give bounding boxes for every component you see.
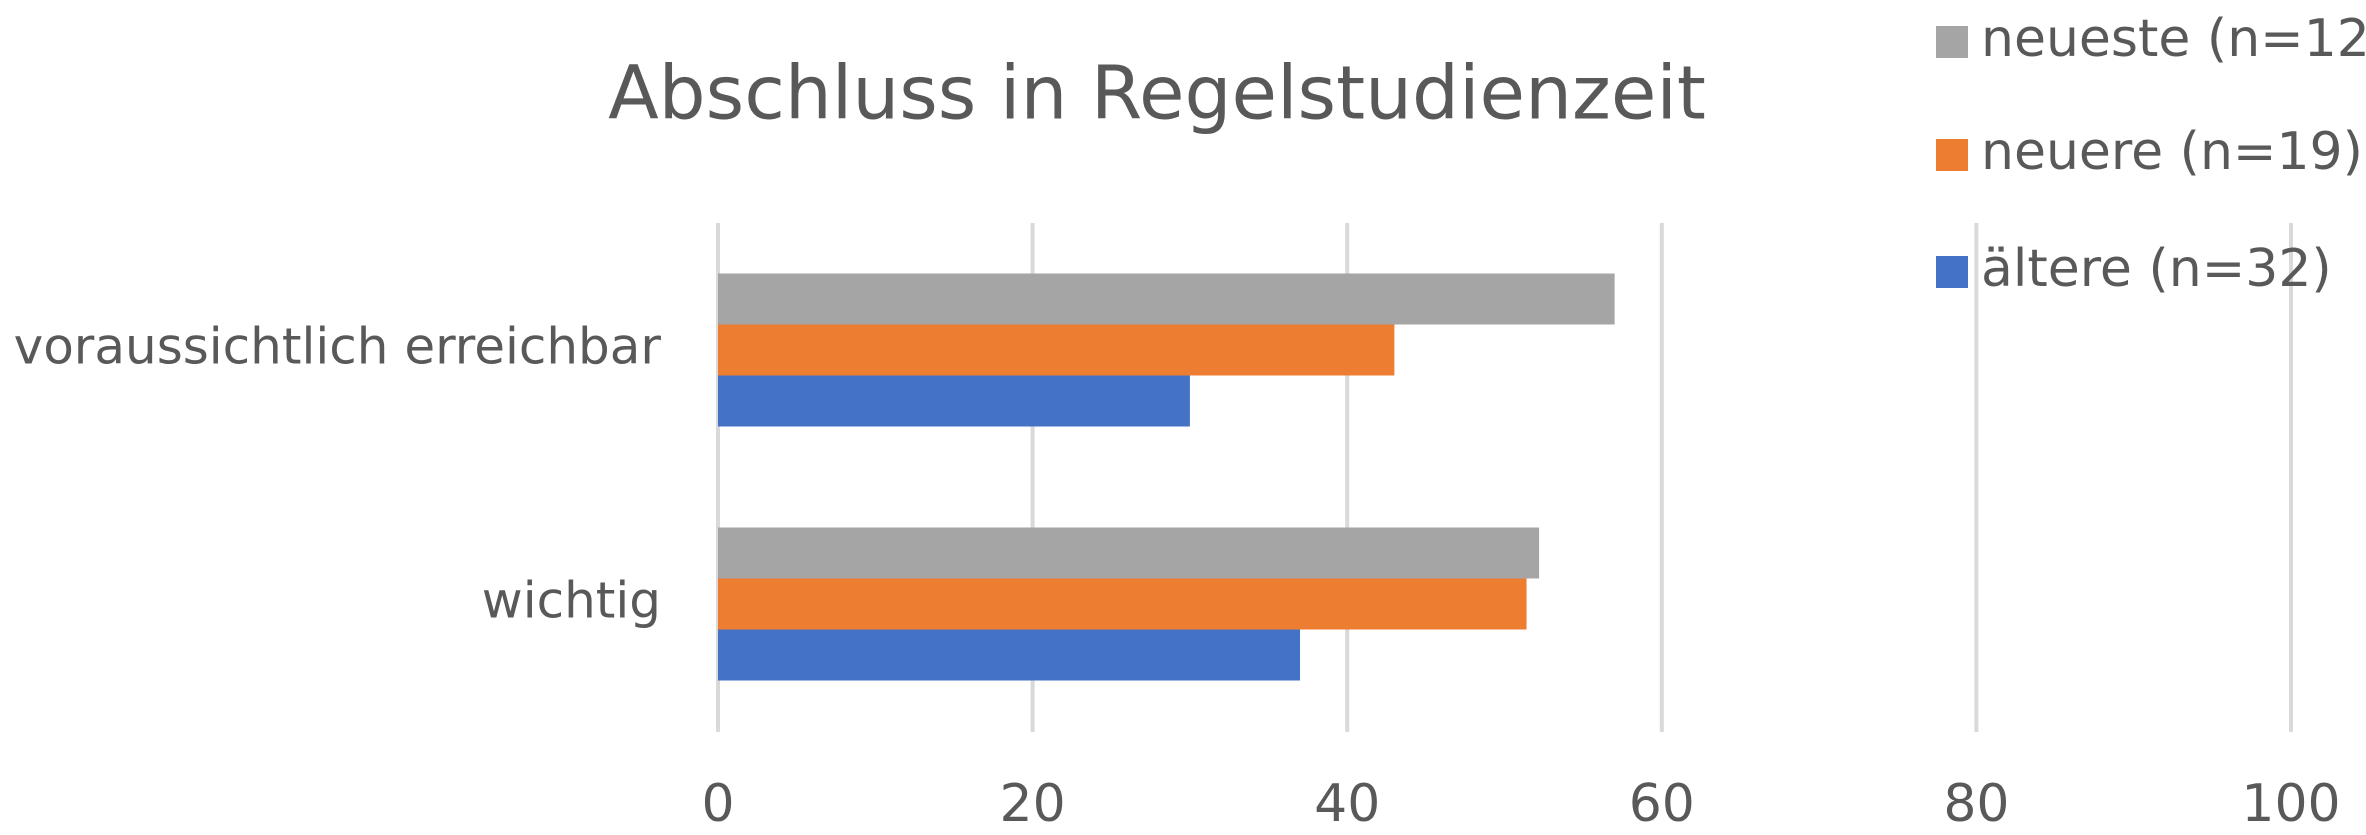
bar bbox=[718, 629, 1301, 681]
legend-swatch bbox=[1936, 256, 1968, 288]
bar bbox=[718, 273, 1615, 325]
legend-label: neueste (n=12) bbox=[1981, 9, 2366, 69]
legend-label: neuere (n=19) bbox=[1981, 122, 2363, 182]
x-tick-label: 0 bbox=[701, 774, 734, 831]
chart-title: Abschluss in Regelstudienzeit bbox=[608, 51, 1706, 137]
x-tick-label: 100 bbox=[2241, 774, 2340, 831]
bar bbox=[718, 578, 1527, 630]
legend-swatch bbox=[1936, 139, 1968, 171]
x-tick-label: 60 bbox=[1629, 774, 1695, 831]
bar bbox=[718, 527, 1540, 579]
x-tick-label: 80 bbox=[1943, 774, 2009, 831]
category-label: wichtig bbox=[482, 572, 661, 630]
category-label: voraussichtlich erreichbar bbox=[14, 318, 662, 376]
x-tick-label: 20 bbox=[1000, 774, 1066, 831]
bar bbox=[718, 375, 1190, 427]
legend-swatch bbox=[1936, 26, 1968, 58]
x-tick-label: 40 bbox=[1314, 774, 1380, 831]
legend-label: ältere (n=32) bbox=[1981, 239, 2332, 299]
bar bbox=[718, 324, 1395, 376]
